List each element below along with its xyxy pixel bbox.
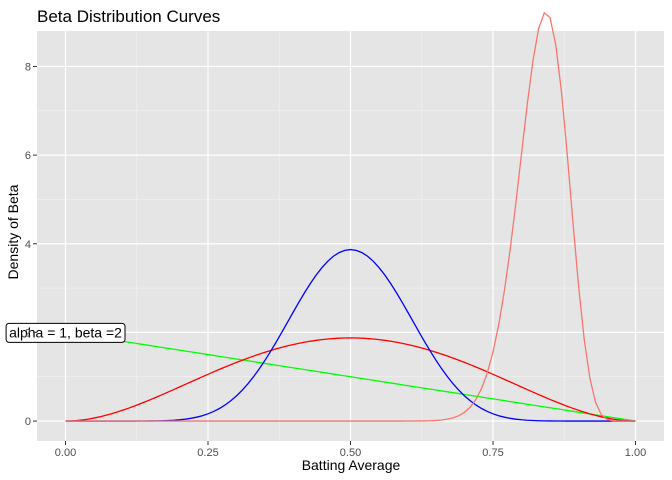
annotation-label: alpha = 1, beta =2: [9, 324, 122, 340]
annotation-layer: alpha = 1, beta =2: [5, 322, 126, 343]
y-axis-ticks: 0 2 4 6 8: [25, 61, 37, 428]
annotation-box: [5, 322, 126, 343]
series-line-alpha-60-beta-12: [65, 11, 636, 422]
y-tick-label: 4: [25, 239, 31, 251]
x-tick-label: 0.25: [197, 447, 218, 459]
major-gridlines: [37, 31, 664, 441]
y-axis-title: Density of Beta: [5, 184, 21, 279]
y-tick-label: 8: [25, 61, 31, 73]
y-tick-label: 2: [25, 327, 31, 339]
x-tick-label: 0.00: [55, 447, 76, 459]
x-axis-title: Batting Average: [302, 457, 401, 473]
x-tick-label: 0.50: [340, 447, 361, 459]
series-line-alpha-3-beta-3: [65, 337, 636, 422]
y-tick-label: 0: [25, 416, 31, 428]
series-layer: [65, 11, 636, 422]
y-tick-label: 6: [25, 150, 31, 162]
x-axis-ticks: 0.00 0.25 0.50 0.75 1.00: [55, 441, 646, 459]
chart-title: Beta Distribution Curves: [37, 7, 220, 26]
x-tick-label: 0.75: [482, 447, 503, 459]
series-line-alpha-1-beta-2: [65, 331, 636, 422]
x-tick-label: 1.00: [625, 447, 646, 459]
